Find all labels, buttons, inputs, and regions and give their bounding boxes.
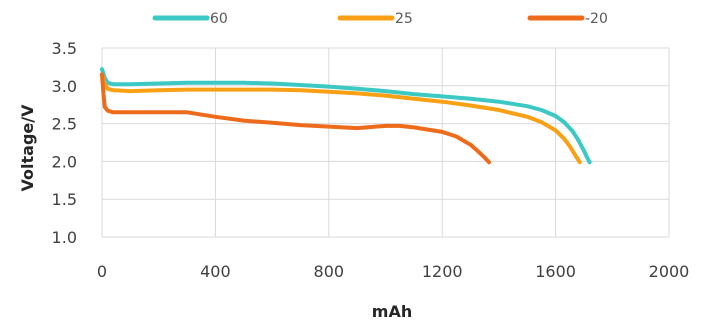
x-tick-label: 2000 [649,262,690,281]
y-tick-label: 1.0 [52,228,77,247]
series-line-60 [100,67,592,165]
x-axis-title: mAh [372,302,412,321]
x-axis-ticks: 0 400 800 1200 1600 2000 [97,262,689,281]
series-lines [100,67,592,165]
legend: 60 25 -20 [152,11,608,27]
legend-label-60: 60 [210,11,228,27]
y-tick-label: 3.5 [52,39,77,58]
grid-lines [101,47,670,238]
series-line-25 [100,72,582,165]
y-tick-label: 2.5 [52,115,77,134]
x-tick-label: 400 [200,262,231,281]
legend-label-25: 25 [395,11,413,27]
y-axis-title: Voltage/V [18,104,37,192]
x-tick-label: 1600 [535,262,576,281]
y-tick-label: 1.5 [52,190,77,209]
y-axis-ticks: 1.0 1.5 2.0 2.5 3.0 3.5 [52,39,77,247]
x-tick-label: 0 [97,262,107,281]
y-tick-label: 3.0 [52,77,77,96]
legend-label--20: -20 [585,11,608,27]
series-line--20 [100,72,491,165]
x-tick-label: 1200 [422,262,463,281]
y-tick-label: 2.0 [52,152,77,171]
x-tick-label: 800 [314,262,345,281]
